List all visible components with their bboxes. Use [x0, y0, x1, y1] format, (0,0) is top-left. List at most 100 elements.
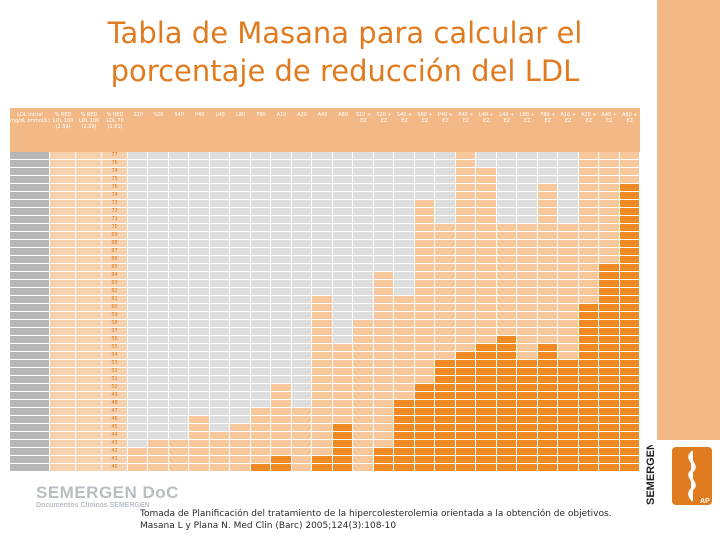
- table-cell: [189, 352, 209, 359]
- table-cell: [332, 272, 353, 279]
- table-cell: [189, 168, 209, 175]
- table-cell: [455, 328, 476, 335]
- table-cell: [168, 312, 189, 319]
- pct-cell: 40: [102, 464, 127, 471]
- table-cell: [148, 248, 168, 255]
- table-cell: [332, 320, 353, 327]
- pct-cell: 69: [102, 232, 127, 239]
- table-cell: [455, 192, 476, 199]
- pct-cell: [76, 400, 101, 407]
- table-cell: [168, 328, 189, 335]
- table-cell: [394, 424, 414, 431]
- table-cell: [353, 352, 373, 359]
- table-cell: [414, 256, 435, 263]
- table-cell: [517, 248, 537, 255]
- table-cell: [291, 464, 312, 471]
- table-cell: [148, 272, 168, 279]
- pct-cell: 60: [102, 304, 127, 311]
- table-cell: [476, 248, 496, 255]
- table-cell: [168, 344, 189, 351]
- table-cell: [394, 248, 414, 255]
- table-cell: [394, 376, 414, 383]
- table-cell: [271, 168, 291, 175]
- table-cell: [414, 192, 435, 199]
- table-cell: [332, 312, 353, 319]
- table-cell: [476, 224, 496, 231]
- header-col-7: P40: [194, 112, 205, 118]
- table-cell: [455, 400, 476, 407]
- table-cell: [517, 272, 537, 279]
- table-cell: [271, 344, 291, 351]
- table-cell: [373, 176, 394, 183]
- table-cell: [455, 208, 476, 215]
- table-cell: [353, 336, 373, 343]
- table-cell: [599, 328, 619, 335]
- table-cell: [148, 448, 168, 455]
- pct-cell: 59: [102, 312, 127, 319]
- table-cell: [496, 216, 517, 223]
- table-cell: [189, 432, 209, 439]
- table-cell: [128, 248, 148, 255]
- table-cell: [619, 448, 639, 455]
- table-cell: [435, 304, 455, 311]
- table-cell: [537, 248, 558, 255]
- table-cell: [189, 384, 209, 391]
- table-cell: [435, 296, 455, 303]
- table-cell: [599, 216, 619, 223]
- table-cell: [148, 384, 168, 391]
- pct-cell: 45: [102, 424, 127, 431]
- table-cell: [291, 328, 312, 335]
- pct-cell: [50, 216, 75, 223]
- table-cell: [455, 408, 476, 415]
- table-cell: [558, 344, 578, 351]
- table-cell: [312, 328, 332, 335]
- table-cell: [517, 160, 537, 167]
- table-cell: [312, 400, 332, 407]
- table-cell: [558, 256, 578, 263]
- table-cell: [476, 232, 496, 239]
- table-cell: [599, 272, 619, 279]
- table-cell: [209, 352, 230, 359]
- table-cell: [414, 208, 435, 215]
- table-cell: [435, 312, 455, 319]
- table-cell: [209, 464, 230, 471]
- header-col-16: S20 + EZ: [376, 112, 392, 124]
- pct-cell: [50, 168, 75, 175]
- table-cell: [578, 272, 599, 279]
- table-cell: [250, 384, 271, 391]
- header-col-13: A40: [317, 112, 328, 118]
- table-cell: [209, 336, 230, 343]
- table-cell: [537, 264, 558, 271]
- table-cell: [578, 280, 599, 287]
- table-cell: [189, 240, 209, 247]
- table-cell: [271, 368, 291, 375]
- table-cell: [537, 416, 558, 423]
- brand-subtitle: Documentos Clínicos SEMERGEN: [36, 502, 150, 509]
- table-cell: [209, 424, 230, 431]
- table-cell: [517, 408, 537, 415]
- table-cell: [435, 368, 455, 375]
- table-cell: [496, 176, 517, 183]
- table-cell: [599, 432, 619, 439]
- table-cell: [209, 344, 230, 351]
- table-cell: [168, 376, 189, 383]
- table-cell: [558, 160, 578, 167]
- table-cell: [312, 152, 332, 159]
- table-cell: [435, 152, 455, 159]
- table-cell: [394, 264, 414, 271]
- table-cell: [148, 152, 168, 159]
- table-cell: [353, 272, 373, 279]
- table-cell: [517, 208, 537, 215]
- table-cell: [619, 360, 639, 367]
- pct-cell: [76, 392, 101, 399]
- table-cell: [312, 424, 332, 431]
- table-cell: [250, 352, 271, 359]
- table-cell: [619, 408, 639, 415]
- table-cell: [148, 464, 168, 471]
- header-col-19: P40 + EZ: [437, 112, 453, 124]
- pct-cell: 46: [102, 416, 127, 423]
- table-cell: [476, 416, 496, 423]
- table-cell: [373, 368, 394, 375]
- pct-cell: [50, 432, 75, 439]
- table-cell: [414, 328, 435, 335]
